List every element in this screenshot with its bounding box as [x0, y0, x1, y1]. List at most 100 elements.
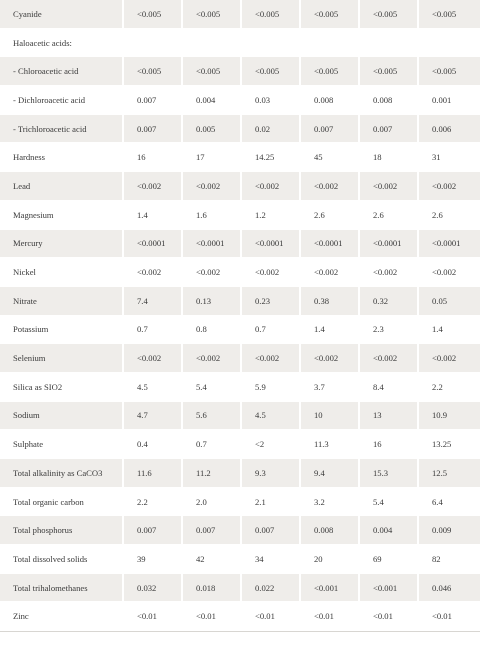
- value-cell: 0.006: [419, 114, 480, 143]
- table-row: - Dichloroacetic acid 0.007 0.004 0.03 0.008…: [0, 86, 480, 115]
- value-cell: 5.9: [242, 372, 301, 401]
- parameter-label: Potassium: [0, 315, 124, 344]
- value-cell: 2.6: [360, 200, 419, 229]
- value-cell: <0.005: [419, 57, 480, 86]
- value-cell: 2.6: [432, 209, 443, 220]
- value-cell: 0.004: [360, 516, 419, 545]
- parameter-label: Nitrate: [0, 286, 124, 315]
- value-cell: <0.0001: [419, 229, 480, 258]
- value-cell: 0.009: [419, 516, 480, 545]
- value-cell: 2.1: [242, 487, 301, 516]
- value-cell: 1.4: [124, 200, 183, 229]
- value-cell: <0.005: [360, 0, 419, 28]
- parameter-label: Zinc: [0, 602, 124, 631]
- value-cell: 0.7: [124, 315, 183, 344]
- value-cell: <0.0001: [124, 229, 183, 258]
- value-cell: 5.6: [183, 401, 242, 430]
- value-cell: <0.01: [432, 611, 452, 622]
- water-quality-table: Cyanide <0.005 <0.005 <0.005 <0.005 <0.005 <0.…: [0, 0, 480, 633]
- section-label: Haloacetic acids:: [13, 37, 72, 48]
- table-row: Potassium 0.7 0.8 0.7 1.4 2.3 1.4: [0, 315, 480, 345]
- value-cell: 0.7: [242, 315, 301, 344]
- value-cell: <0.005: [419, 0, 480, 28]
- parameter-label: Total organic carbon: [0, 487, 124, 516]
- value-cell: 16: [360, 430, 419, 458]
- value-cell: <0.005: [183, 0, 242, 28]
- value-cell: <0.002: [419, 344, 480, 372]
- value-cell: <0.0001: [360, 229, 419, 258]
- value-cell: 1.4: [301, 315, 360, 344]
- table-row: Haloacetic acids:: [0, 29, 480, 58]
- value-cell: 15.3: [360, 459, 419, 487]
- parameter-label: - Trichloroacetic acid: [0, 114, 124, 143]
- value-cell: 0.008: [301, 516, 360, 545]
- table-row: - Chloroacetic acid <0.005 <0.005 <0.005 <0.…: [0, 57, 480, 87]
- value-cell: 13.25: [432, 439, 452, 450]
- value-cell: 1.6: [183, 200, 242, 229]
- value-cell: <0.002: [360, 172, 419, 200]
- value-cell: 3.7: [301, 372, 360, 401]
- value-cell: <0.001: [360, 573, 419, 602]
- value-cell: 11.6: [124, 459, 183, 487]
- table-row: Total phosphorus 0.007 0.007 0.007 0.008 0.00…: [0, 516, 480, 546]
- value-cell: 0.018: [183, 573, 242, 602]
- parameter-label: Total phosphorus: [0, 516, 124, 545]
- value-cell: <0.002: [124, 258, 183, 286]
- table-row: Nitrate 7.4 0.13 0.23 0.38 0.32 0.05: [0, 286, 480, 316]
- value-cell: <0.005: [242, 57, 301, 86]
- table-row: Cyanide <0.005 <0.005 <0.005 <0.005 <0.005 <0.…: [0, 0, 480, 29]
- value-cell: <0.002: [360, 344, 419, 372]
- value-cell: 0.007: [124, 114, 183, 143]
- value-cell: <0.0001: [301, 229, 360, 258]
- value-cell: 34: [242, 545, 301, 573]
- parameter-label: Nickel: [0, 258, 124, 286]
- value-cell: <0.002: [183, 344, 242, 372]
- value-cell: 0.004: [183, 86, 242, 114]
- value-cell: <0.002: [183, 172, 242, 200]
- table-row: Total alkalinity as CaCO3 11.6 11.2 9.3 9.4 1…: [0, 459, 480, 488]
- value-cell: 0.02: [242, 114, 301, 143]
- table-row: Sodium 4.7 5.6 4.5 10 13 10.9: [0, 401, 480, 431]
- value-cell: <0.005: [301, 57, 360, 86]
- value-cell: <0.002: [242, 344, 301, 372]
- table-row: Hardness 16 17 14.25 45 18 31: [0, 143, 480, 173]
- value-cell: <0.001: [301, 573, 360, 602]
- table-row: Magnesium 1.4 1.6 1.2 2.6 2.6 2.6: [0, 200, 480, 230]
- value-cell: 18: [360, 143, 419, 172]
- value-cell: 1.4: [432, 324, 443, 335]
- value-cell: 2.3: [360, 315, 419, 344]
- value-cell: 17: [183, 143, 242, 172]
- value-cell: 10: [301, 401, 360, 430]
- table-row: Total trihalomethanes 0.032 0.018 0.022 <0.0…: [0, 573, 480, 603]
- value-cell: 9.4: [301, 459, 360, 487]
- parameter-label: Magnesium: [0, 200, 124, 229]
- table-row: - Trichloroacetic acid 0.007 0.005 0.02 0.00…: [0, 114, 480, 144]
- value-cell: <0.005: [183, 57, 242, 86]
- table-row: Selenium <0.002 <0.002 <0.002 <0.002 <0.002 <0…: [0, 344, 480, 373]
- parameter-label: - Dichloroacetic acid: [0, 86, 124, 114]
- value-cell: <0.005: [360, 57, 419, 86]
- value-cell: 2.6: [301, 200, 360, 229]
- value-cell: <0.005: [242, 0, 301, 28]
- value-cell: 0.046: [419, 573, 480, 602]
- parameter-label: Silica as SIO2: [0, 372, 124, 401]
- value-cell: 69: [360, 545, 419, 573]
- value-cell: 5.4: [360, 487, 419, 516]
- value-cell: 0.38: [301, 286, 360, 315]
- parameter-label: Sodium: [0, 401, 124, 430]
- value-cell: 11.3: [301, 430, 360, 458]
- value-cell: <0.005: [301, 0, 360, 28]
- value-cell: 0.03: [242, 86, 301, 114]
- value-cell: <0.002: [124, 344, 183, 372]
- table-row: Total dissolved solids 39 42 34 20 69 82: [0, 545, 480, 574]
- value-cell: 0.007: [124, 86, 183, 114]
- value-cell: <0.002: [432, 267, 457, 278]
- table-row: Mercury <0.0001 <0.0001 <0.0001 <0.0001 <0.00…: [0, 229, 480, 259]
- value-cell: 8.4: [360, 372, 419, 401]
- table-bottom-rule: [0, 631, 480, 633]
- value-cell: 9.3: [242, 459, 301, 487]
- value-cell: <0.002: [360, 258, 419, 286]
- value-cell: 0.13: [183, 286, 242, 315]
- value-cell: 45: [301, 143, 360, 172]
- value-cell: 39: [124, 545, 183, 573]
